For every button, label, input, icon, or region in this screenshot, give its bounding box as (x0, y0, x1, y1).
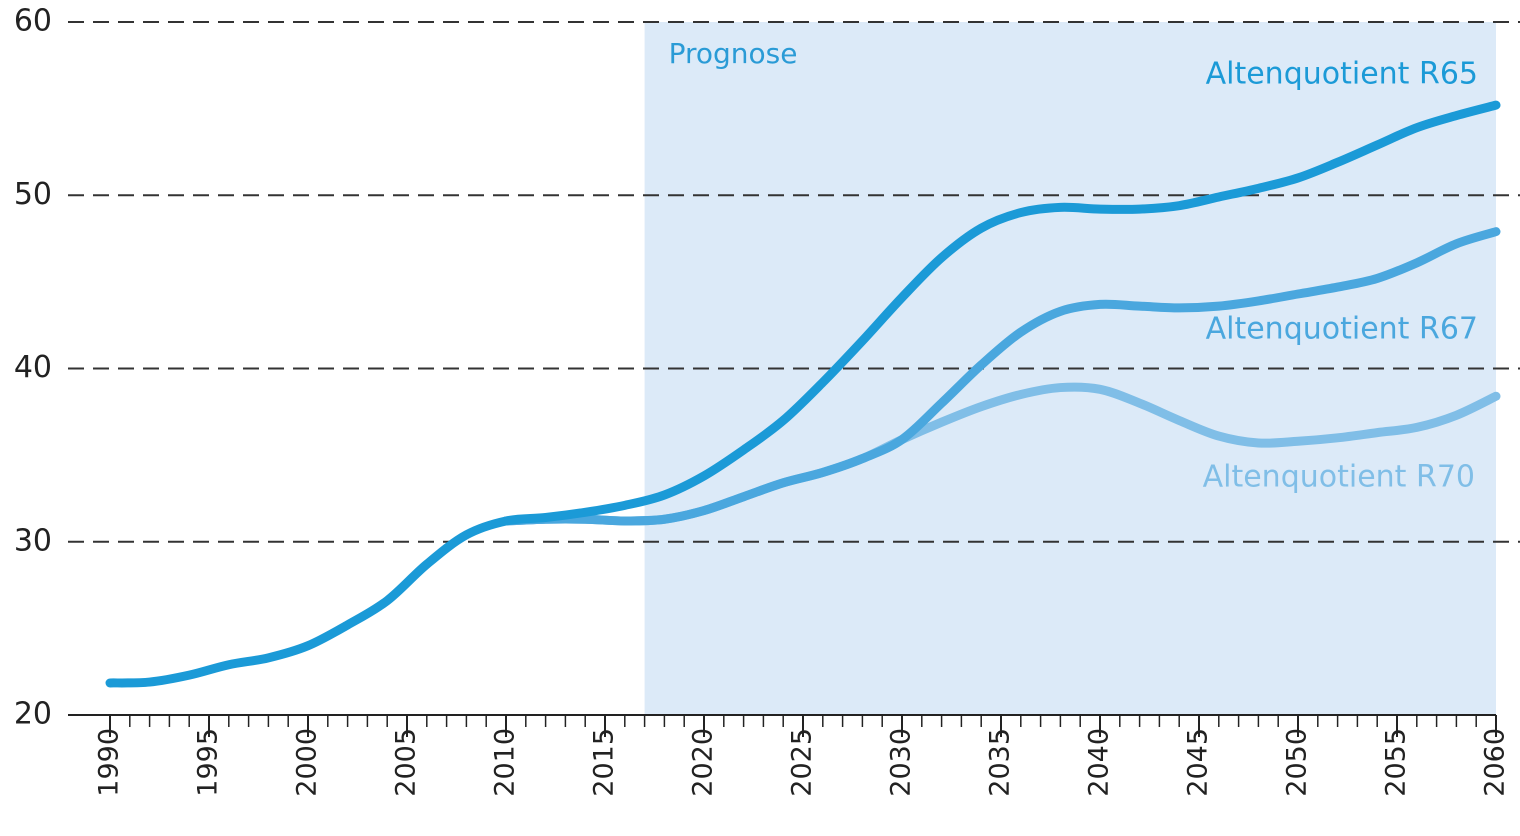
x-tick-label: 2030 (886, 728, 917, 797)
x-tick-label: 2045 (1183, 728, 1214, 797)
x-tick-label: 2015 (589, 728, 620, 797)
x-tick-label: 1990 (94, 728, 125, 797)
x-tick-label: 2050 (1282, 728, 1313, 797)
x-tick-label: 1995 (193, 728, 224, 797)
y-tick-label: 50 (14, 177, 52, 212)
series-label: Altenquotient R67 (1206, 312, 1478, 347)
x-tick-label: 2010 (490, 728, 521, 797)
y-tick-label: 30 (14, 523, 52, 558)
y-tick-label: 60 (14, 4, 52, 39)
forecast-label: Prognose (669, 37, 798, 70)
x-tick-label: 2020 (688, 728, 719, 797)
x-tick-label: 2055 (1381, 728, 1412, 797)
x-tick-label: 2035 (985, 728, 1016, 797)
y-tick-label: 40 (14, 350, 52, 385)
x-tick-label: 2000 (292, 728, 323, 797)
y-tick-label: 20 (14, 697, 52, 732)
series-label: Altenquotient R70 (1203, 460, 1475, 495)
x-tick-label: 2005 (391, 728, 422, 797)
x-tick-label: 2060 (1480, 728, 1511, 797)
series-line (501, 227, 1501, 526)
x-tick-label: 2025 (787, 728, 818, 797)
series-label: Altenquotient R65 (1206, 57, 1478, 92)
series-line (105, 100, 1501, 688)
x-tick-label: 2040 (1084, 728, 1115, 797)
